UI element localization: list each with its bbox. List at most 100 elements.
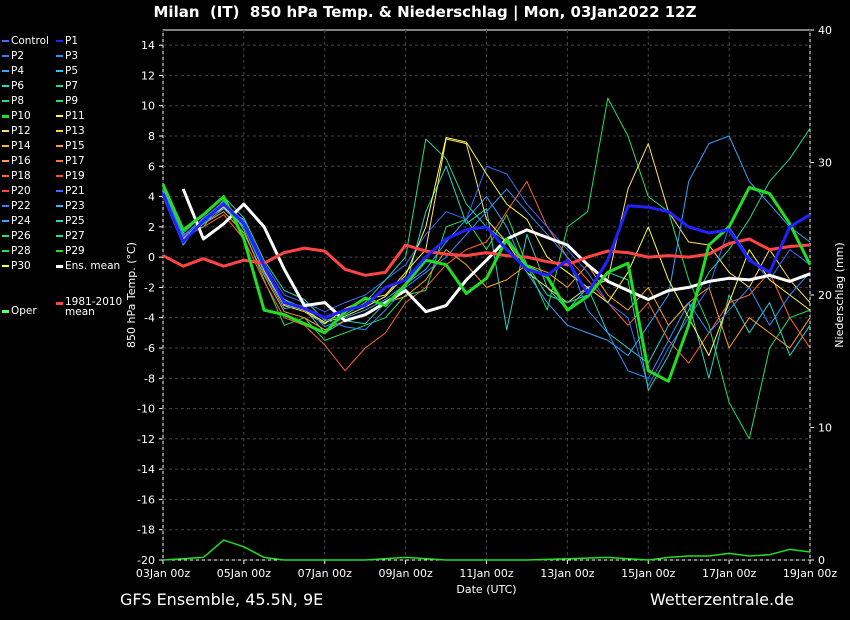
legend-swatch — [56, 205, 63, 207]
legend-item: P5 — [56, 64, 78, 78]
legend-swatch — [56, 175, 63, 177]
y-tick-label: 14 — [141, 39, 155, 52]
legend-item: P13 — [56, 124, 85, 138]
y2-tick-label: 40 — [818, 24, 832, 37]
legend-item: P18 — [2, 169, 31, 183]
legend-swatch — [2, 55, 9, 57]
legend-item: P23 — [56, 199, 85, 213]
legend-swatch — [2, 130, 9, 132]
series-line-oper — [161, 183, 812, 383]
legend-swatch — [56, 160, 63, 162]
legend-item: Oper — [2, 304, 37, 318]
legend-swatch — [56, 220, 63, 222]
legend-label: P17 — [65, 155, 85, 167]
legend-swatch — [2, 175, 9, 177]
legend-label: P10 — [11, 110, 31, 122]
legend-label: P30 — [11, 260, 31, 272]
legend-swatch — [2, 70, 9, 72]
legend-swatch — [2, 114, 9, 118]
legend-item: P15 — [56, 139, 85, 153]
legend-swatch — [2, 190, 9, 192]
member-line-p12 — [162, 138, 811, 325]
legend-item: Control — [2, 34, 49, 48]
member-line-p15 — [162, 191, 811, 349]
legend-label: P19 — [65, 170, 85, 182]
legend-label: P27 — [65, 230, 85, 242]
legend-label: P21 — [65, 185, 85, 197]
legend-item: Ens. mean — [56, 259, 120, 273]
legend-label: P23 — [65, 200, 85, 212]
legend-swatch — [2, 220, 9, 222]
legend-item: P27 — [56, 229, 85, 243]
legend-item: P26 — [2, 229, 31, 243]
legend-label: P9 — [65, 95, 79, 107]
legend-swatch — [2, 235, 9, 237]
legend-swatch — [56, 115, 63, 117]
y-tick-label: -12 — [137, 433, 155, 446]
model-info: GFS Ensemble, 45.5N, 9E — [120, 590, 324, 609]
y-tick-label: -6 — [144, 342, 155, 355]
legend-label: P13 — [65, 125, 85, 137]
legend-label: P6 — [11, 80, 25, 92]
legend-label: P11 — [65, 110, 85, 122]
legend-swatch — [56, 235, 63, 237]
y-tick-label: 12 — [141, 69, 155, 82]
legend-item: P1 — [56, 34, 78, 48]
y2-axis-label: Niederschlag (mm) — [833, 242, 846, 347]
y-tick-label: -14 — [137, 463, 155, 476]
legend-swatch — [2, 160, 9, 162]
legend-item: P25 — [56, 214, 85, 228]
legend-label: P25 — [65, 215, 85, 227]
legend-label: P2 — [11, 50, 25, 62]
legend-label: P14 — [11, 140, 31, 152]
legend-label: P22 — [11, 200, 31, 212]
member-line-p21 — [162, 165, 811, 387]
x-tick-label: 17Jan 00z — [702, 567, 756, 580]
y-axis-label: 850 hPa Temp. (°C) — [125, 242, 138, 348]
y-tick-label: -8 — [144, 372, 155, 385]
legend-item: P22 — [2, 199, 31, 213]
y-tick-label: -4 — [144, 312, 155, 325]
legend-label: P4 — [11, 65, 25, 77]
x-axis-label: Date (UTC) — [456, 583, 516, 596]
precip-line — [162, 539, 811, 561]
source-credit: Wetterzentrale.de — [650, 590, 795, 609]
x-tick-label: 07Jan 00z — [298, 567, 352, 580]
y-tick-label: -10 — [137, 403, 155, 416]
legend-swatch — [56, 40, 63, 42]
legend-item: P12 — [2, 124, 31, 138]
legend-label: P20 — [11, 185, 31, 197]
legend-label: P15 — [65, 140, 85, 152]
y-tick-label: 6 — [148, 160, 155, 173]
x-tick-label: 05Jan 00z — [217, 567, 271, 580]
legend-label: P16 — [11, 155, 31, 167]
legend-item: P11 — [56, 109, 85, 123]
legend-label: P28 — [11, 245, 31, 257]
legend-swatch — [2, 40, 9, 42]
legend-item: P29 — [56, 244, 85, 258]
member-line-p9 — [162, 97, 811, 440]
series-line-1981-2010-mean — [162, 237, 811, 277]
legend-item: 1981-2010 mean — [56, 296, 122, 317]
legend-swatch — [2, 85, 9, 87]
legend-item: P16 — [2, 154, 31, 168]
series-line-p1 — [161, 192, 811, 320]
y-tick-label: 10 — [141, 100, 155, 113]
y-tick-label: 4 — [148, 191, 155, 204]
x-tick-label: 09Jan 00z — [379, 567, 433, 580]
x-tick-label: 15Jan 00z — [621, 567, 675, 580]
legend-label: Control — [11, 35, 49, 47]
legend-swatch — [56, 100, 63, 102]
legend-swatch — [2, 250, 9, 252]
y2-tick-label: 10 — [818, 422, 832, 435]
legend-item: P24 — [2, 214, 31, 228]
legend-item: P30 — [2, 259, 31, 273]
legend-swatch — [56, 190, 63, 192]
chart-title: Milan (IT) 850 hPa Temp. & Niederschlag … — [153, 3, 697, 21]
legend-label: Oper — [11, 305, 37, 317]
legend-item: P20 — [2, 184, 31, 198]
legend-swatch — [56, 250, 63, 252]
y-tick-label: -2 — [144, 281, 155, 294]
y-tick-label: 8 — [148, 130, 155, 143]
